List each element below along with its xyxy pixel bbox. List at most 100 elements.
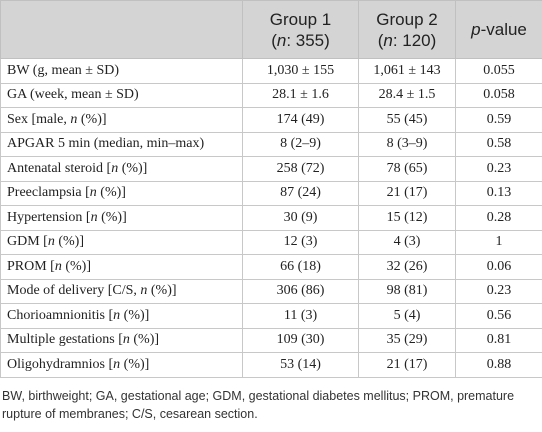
- table-cell: 28.1 ± 1.6: [242, 82, 359, 108]
- table-cell: 53 (14): [242, 352, 359, 378]
- table-cell: 0.06: [455, 254, 542, 280]
- row-label: BW (g, mean ± SD): [0, 58, 243, 84]
- table-row: BW (g, mean ± SD) 1,030 ± 155 1,061 ± 143 0…: [0, 58, 542, 84]
- text-segment: Oligohydramnios [: [7, 356, 114, 372]
- text-segment: (%)]: [129, 332, 160, 348]
- table-cell: 0.59: [455, 107, 542, 133]
- header-cell: Group 1 (n: 355): [242, 0, 359, 59]
- table-cell: 1,061 ± 143: [358, 58, 456, 84]
- table-cell: 21 (17): [358, 180, 456, 206]
- table-row: Multiple gestations [n (%)] 109 (30) 35 (2…: [0, 327, 542, 353]
- text-segment: BW (g, mean ± SD): [7, 62, 120, 78]
- table-row: GA (week, mean ± SD) 28.1 ± 1.6 28.4 ± 1.5…: [0, 82, 542, 108]
- table-cell: 0.23: [455, 278, 542, 304]
- table-row: Mode of delivery [C/S, n (%)] 306 (86) 98 …: [0, 278, 542, 304]
- footnote: BW, birthweight; GA, gestational age; GD…: [2, 388, 515, 421]
- header-line: (n: 120): [359, 30, 455, 51]
- table-cell: 0.28: [455, 205, 542, 231]
- table-cell: 258 (72): [242, 156, 359, 182]
- text-segment: (%)]: [147, 283, 177, 299]
- table-cell: 0.88: [455, 352, 542, 378]
- text-segment: PROM [: [7, 258, 55, 274]
- table-cell: 21 (17): [358, 352, 456, 378]
- text-segment: n: [54, 258, 62, 274]
- text-segment: n: [70, 111, 78, 127]
- row-label: GDM [n (%)]: [0, 229, 243, 255]
- text-segment: Antenatal steroid [: [7, 160, 112, 176]
- table-cell: 306 (86): [242, 278, 359, 304]
- text-segment: n: [89, 185, 97, 201]
- text-segment: Group 1: [269, 9, 332, 29]
- text-segment: n: [140, 283, 148, 299]
- row-label: Multiple gestations [n (%)]: [0, 327, 243, 353]
- data-table: Group 1 (n: 355) Group 2 (n: 120) p-value BW…: [0, 0, 542, 378]
- table-row: Oligohydramnios [n (%)] 53 (14) 21 (17) 0.8…: [0, 352, 542, 378]
- table-cell: 11 (3): [242, 303, 359, 329]
- row-label: PROM [n (%)]: [0, 254, 243, 280]
- text-segment: n: [90, 209, 98, 225]
- header-line: (n: 355): [243, 30, 358, 51]
- table-cell: 66 (18): [242, 254, 359, 280]
- text-segment: GA (week, mean ± SD): [7, 87, 139, 103]
- table-cell: 98 (81): [358, 278, 456, 304]
- table-cell: 1,030 ± 155: [242, 58, 359, 84]
- table-cell: 32 (26): [358, 254, 456, 280]
- table-row: PROM [n (%)] 66 (18) 32 (26) 0.06: [0, 254, 542, 280]
- row-label: Sex [male, n (%)]: [0, 107, 243, 133]
- row-label: GA (week, mean ± SD): [0, 82, 243, 108]
- text-segment: Multiple gestations [: [7, 332, 123, 348]
- text-segment: Preeclampsia [: [7, 185, 90, 201]
- table-row: GDM [n (%)] 12 (3) 4 (3) 1: [0, 229, 542, 255]
- text-segment: (%)]: [61, 258, 92, 274]
- text-segment: n: [383, 30, 393, 50]
- table-cell: 55 (45): [358, 107, 456, 133]
- text-segment: (: [271, 30, 277, 50]
- table-body: BW (g, mean ± SD) 1,030 ± 155 1,061 ± 143 0…: [0, 58, 542, 378]
- text-segment: Group 2: [376, 9, 438, 29]
- table-cell: 109 (30): [242, 327, 359, 353]
- text-segment: Sex [male,: [7, 111, 71, 127]
- table-row: Hypertension [n (%)] 30 (9) 15 (12) 0.28: [0, 205, 542, 231]
- table-row: APGAR 5 min (median, min–max) 8 (2–9) 8 (3…: [0, 131, 542, 157]
- header-row: Group 1 (n: 355) Group 2 (n: 120) p-value: [0, 0, 542, 59]
- text-segment: p: [471, 20, 481, 39]
- text-segment: (%)]: [118, 160, 148, 176]
- text-segment: n: [111, 160, 119, 176]
- text-segment: n: [113, 307, 121, 323]
- text-segment: n: [122, 332, 130, 348]
- text-segment: : 120): [392, 30, 437, 50]
- table-cell: 0.81: [455, 327, 542, 353]
- table-row: Preeclampsia [n (%)] 87 (24) 21 (17) 0.13: [0, 180, 542, 206]
- table-row: Chorioamnionitis [n (%)] 11 (3) 5 (4) 0.56: [0, 303, 542, 329]
- text-segment: (: [377, 30, 384, 50]
- text-segment: GDM [: [7, 234, 48, 250]
- table-cell: 1: [455, 229, 542, 255]
- text-segment: n: [113, 356, 121, 372]
- table-cell: 35 (29): [358, 327, 456, 353]
- table-cell: 0.055: [455, 58, 542, 84]
- text-segment: (%)]: [120, 356, 150, 372]
- table-cell: 15 (12): [358, 205, 456, 231]
- table-cell: 5 (4): [358, 303, 456, 329]
- table-cell: 0.13: [455, 180, 542, 206]
- table-cell: 28.4 ± 1.5: [358, 82, 456, 108]
- text-segment: Chorioamnionitis [: [7, 307, 114, 323]
- row-label: Hypertension [n (%)]: [0, 205, 243, 231]
- row-label: Antenatal steroid [n (%)]: [0, 156, 243, 182]
- table-cell: 78 (65): [358, 156, 456, 182]
- row-label: APGAR 5 min (median, min–max): [0, 131, 243, 157]
- text-segment: n: [47, 234, 55, 250]
- table-cell: 0.058: [455, 82, 542, 108]
- text-segment: Mode of delivery [C/S,: [7, 283, 141, 299]
- text-segment: -value: [480, 20, 527, 39]
- row-label: Oligohydramnios [n (%)]: [0, 352, 243, 378]
- table-cell: 4 (3): [358, 229, 456, 255]
- table-cell: 8 (3–9): [358, 131, 456, 157]
- text-segment: (%)]: [120, 307, 150, 323]
- row-label: Chorioamnionitis [n (%)]: [0, 303, 243, 329]
- header-blank: [0, 0, 243, 59]
- text-segment: (%)]: [97, 209, 127, 225]
- table-row: Sex [male, n (%)] 174 (49) 55 (45) 0.59: [0, 107, 542, 133]
- table-cell: 0.23: [455, 156, 542, 182]
